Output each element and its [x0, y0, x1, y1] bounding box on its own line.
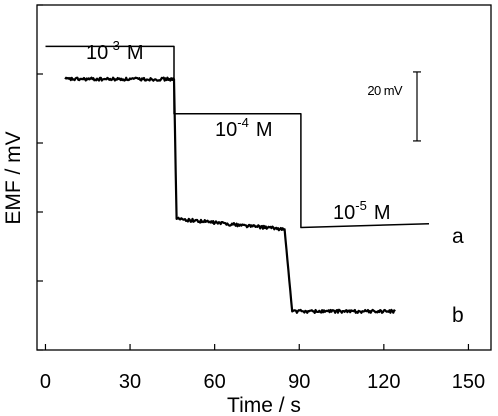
annotation-conc-2-base: 10	[215, 119, 237, 141]
x-tick-label: 150	[452, 371, 485, 393]
y-axis-label: EMF / mV	[2, 131, 25, 224]
annotation-conc-1-base: 10	[86, 42, 108, 64]
annotation-conc-1-exp: -3	[108, 38, 120, 53]
series-line-a	[45, 45, 430, 229]
annotation-conc-3: 10-5 M	[333, 198, 390, 224]
annotation-conc-1: 10-3 M	[86, 38, 143, 64]
annotation-conc-3-base: 10	[333, 202, 355, 224]
x-tick-label: 0	[40, 371, 51, 393]
annotation-conc-1-unit: M	[127, 42, 144, 64]
annotation-conc-2-exp: -4	[237, 115, 249, 130]
series-line-b	[64, 76, 396, 314]
plot-frame	[36, 4, 492, 351]
scale-bar: 20 mV	[367, 71, 421, 142]
x-tick-label: 60	[204, 371, 226, 393]
annotation-conc-3-exp: -5	[355, 198, 367, 213]
annotation-conc-3-unit: M	[374, 202, 391, 224]
x-tick-label: 120	[367, 371, 400, 393]
x-tick-label: 30	[119, 371, 141, 393]
series-label-b: b	[452, 304, 464, 327]
annotation-conc-2-unit: M	[256, 119, 273, 141]
x-axis-label: Time / s	[227, 394, 301, 416]
series-label-a: a	[452, 225, 464, 248]
x-tick-label: 90	[288, 371, 310, 393]
scale-bar-label: 20 mV	[367, 83, 403, 98]
annotation-conc-2: 10-4 M	[215, 115, 272, 141]
